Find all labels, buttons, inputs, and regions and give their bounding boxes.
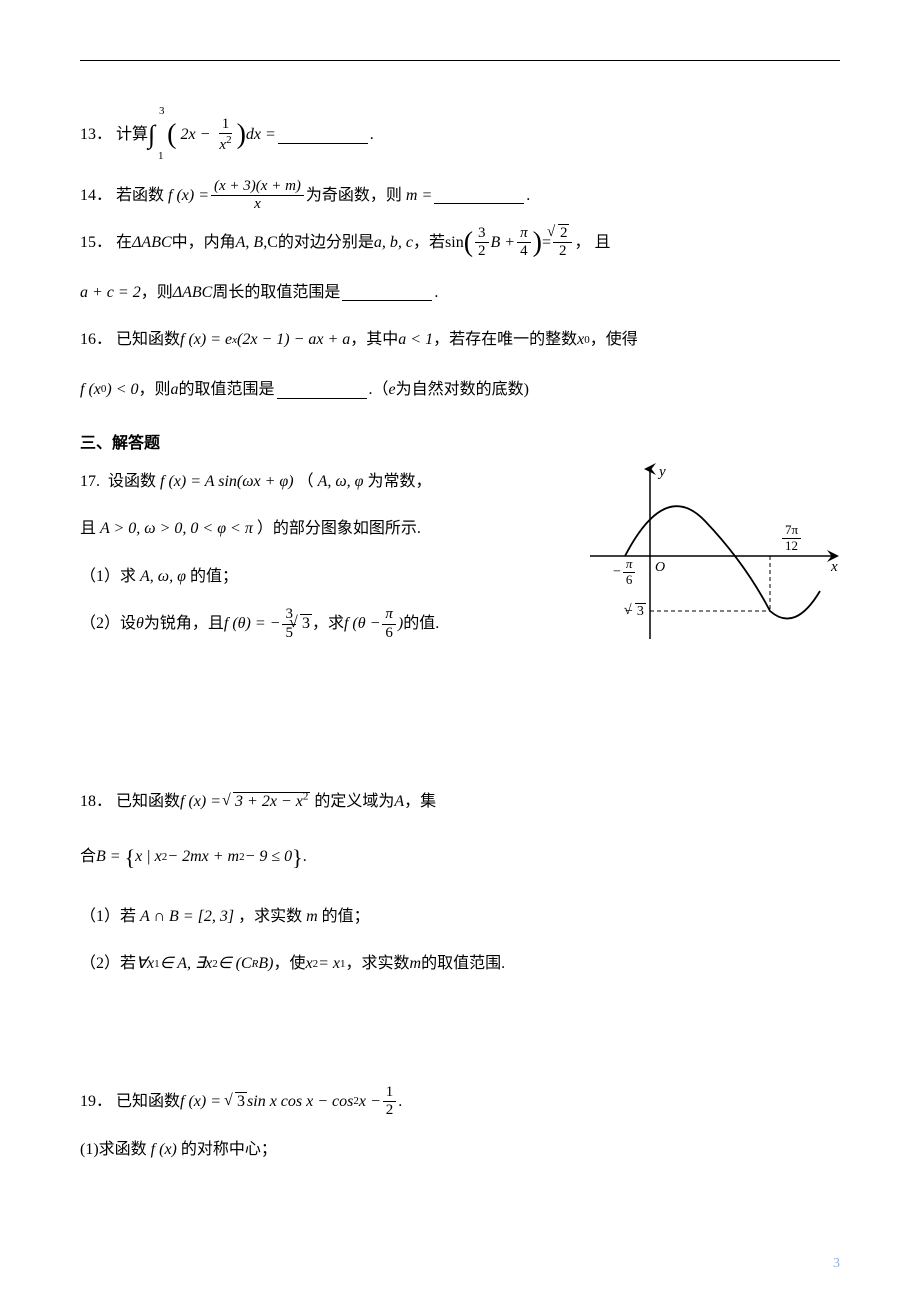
page-number: 3 xyxy=(833,1256,840,1272)
problem-13: 13． 计算 ∫ 3 1 ( 2x − 1 x2 ) dx = . xyxy=(80,101,840,169)
problem-15: 15． 在 ΔABC 中，内角 A, B, C 的对边分别是 a, b, c ，… xyxy=(80,222,840,264)
q14-number: 14． xyxy=(80,175,112,217)
q13-frac: 1 x2 xyxy=(216,116,234,155)
top-divider xyxy=(80,60,840,61)
q13-expr: 2x − xyxy=(180,114,210,156)
q16-number: 16． xyxy=(80,319,112,361)
problem-16-line2: f (x0 ) < 0 ，则 a 的取值范围是 . （ e 为自然对数的底数) xyxy=(80,369,840,411)
section-title: 三、解答题 xyxy=(80,429,840,453)
x-axis-label: x xyxy=(830,559,838,575)
tick-right: 7π 12 xyxy=(780,523,803,554)
q13-text: 计算 xyxy=(116,114,148,156)
problem-19: 19． 已知函数 f (x) = 3 sin x cos x − cos2 x … xyxy=(80,1081,840,1123)
problem-18: 18． 已知函数 f (x) = 3 + 2x − x2 的定义域为 A ，集 xyxy=(80,781,840,823)
q14-frac: (x + 3)(x + m) x xyxy=(211,178,304,214)
problem-14: 14． 若函数 f (x) = (x + 3)(x + m) x 为奇函数，则 … xyxy=(80,175,840,217)
problem-15-line2: a + c = 2 ，则 ΔABC 周长的取值范围是 . xyxy=(80,272,840,314)
q15-number: 15． xyxy=(80,222,112,264)
q14-blank xyxy=(434,187,524,205)
y-axis-label: y xyxy=(657,464,666,480)
q16-blank xyxy=(277,381,367,399)
tick-left: − π 6 xyxy=(613,557,637,588)
problem-17-row: 17. 设函数 f (x) = A sin(ωx + φ) （ A, ω, φ … xyxy=(80,461,840,651)
problem-17: 17. 设函数 f (x) = A sin(ωx + φ) （ A, ω, φ … xyxy=(80,461,585,503)
problem-16: 16． 已知函数 f (x) = ex (2x − 1) − ax + a ，其… xyxy=(80,319,840,361)
q13-number: 13． xyxy=(80,114,112,156)
integral-sign: ∫ 3 1 xyxy=(148,101,155,169)
min-label: −3 xyxy=(625,604,646,620)
q13-dx: dx = xyxy=(246,114,276,156)
q13-blank xyxy=(278,126,368,144)
q15-blank xyxy=(342,284,432,302)
origin-label: O xyxy=(655,560,665,575)
